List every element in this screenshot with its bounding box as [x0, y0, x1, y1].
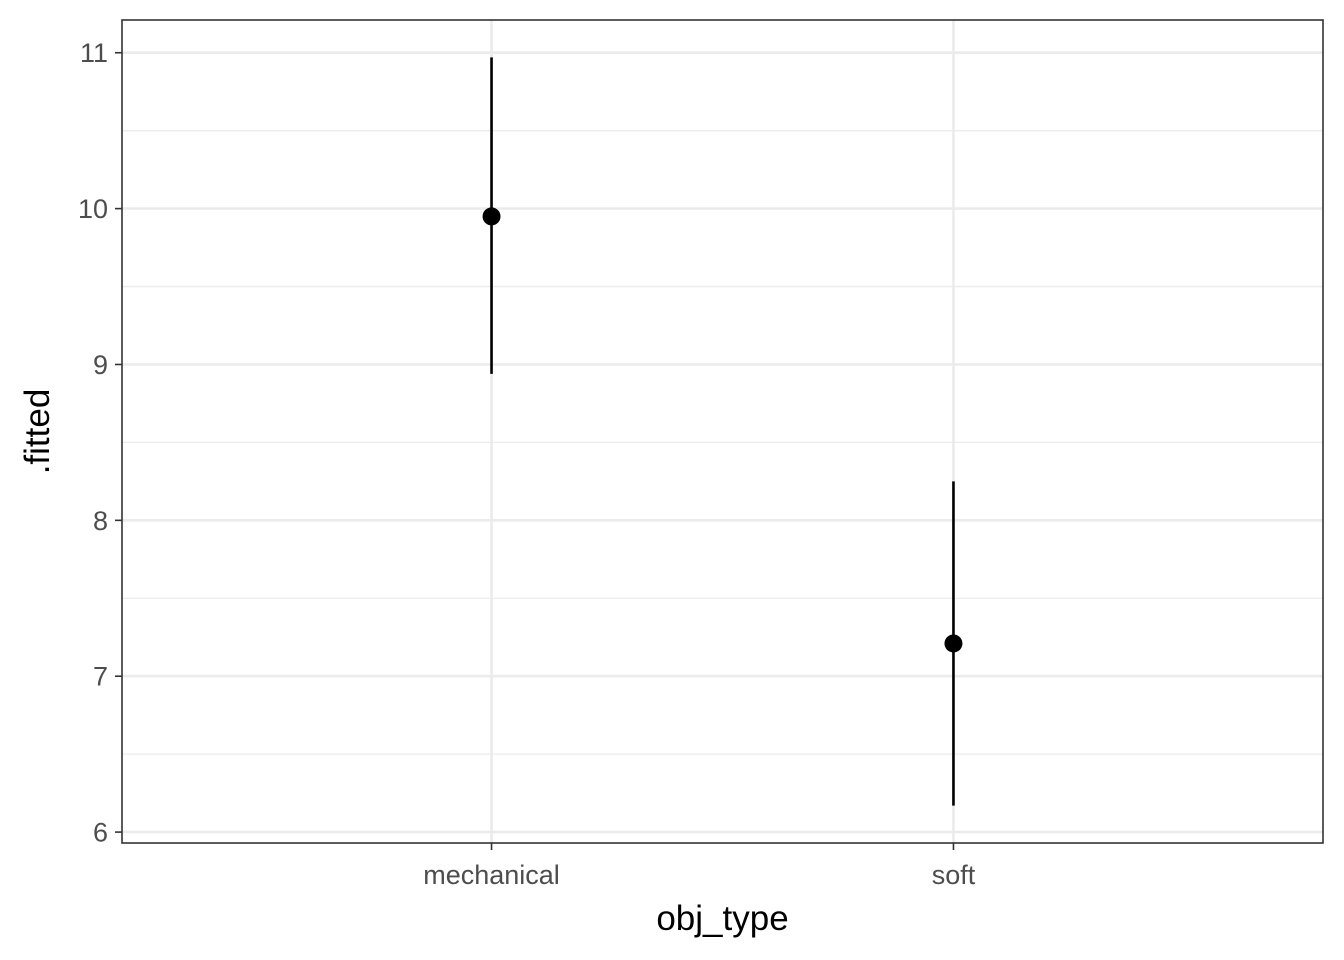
x-tick-label: mechanical	[423, 860, 560, 890]
data-point	[944, 634, 963, 653]
x-axis-title: obj_type	[656, 899, 788, 938]
panel-border	[121, 19, 1324, 844]
minor-gridlines	[122, 130, 1323, 755]
y-tick-label: 11	[80, 38, 108, 68]
x-tick-label: soft	[932, 860, 976, 890]
y-tick-label: 7	[93, 662, 108, 692]
y-axis-title: .fitted	[18, 389, 57, 475]
y-tick-label: 10	[78, 194, 108, 224]
y-tick-label: 9	[93, 350, 108, 380]
data-point	[482, 207, 501, 226]
y-axis: 6 7 8 9 10 11	[78, 38, 122, 848]
y-tick-label: 8	[93, 506, 108, 536]
data-marks	[482, 57, 963, 806]
x-axis: mechanical soft	[423, 843, 976, 890]
y-tick-label: 6	[93, 818, 108, 848]
